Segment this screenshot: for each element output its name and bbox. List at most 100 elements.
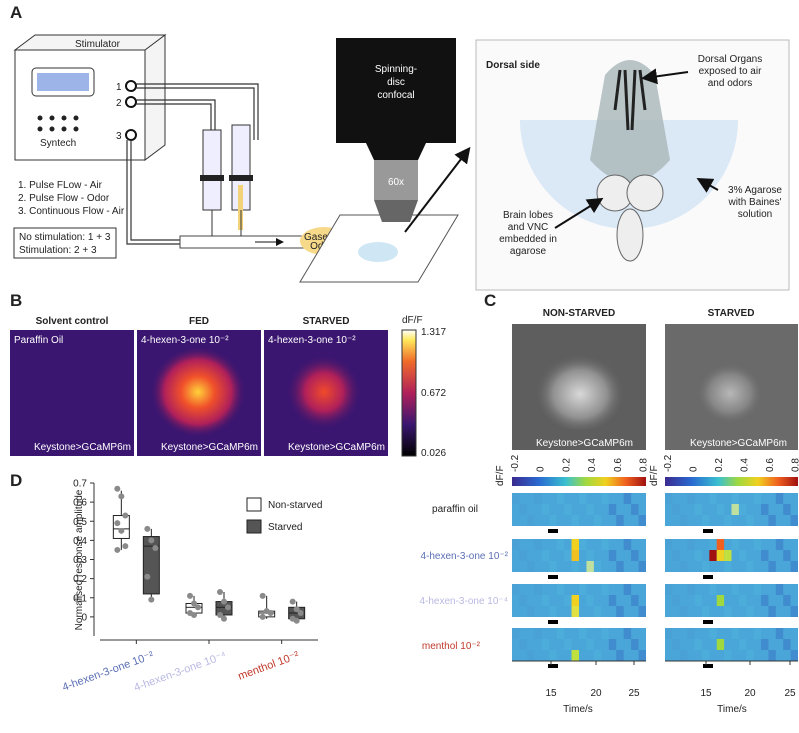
heatmap-cell [709,584,717,595]
data-point [221,598,227,605]
data-point [195,604,201,611]
heatmap-cell [687,628,695,639]
colorbar-tick: 0.672 [421,388,446,399]
panel-letter: D [10,471,22,490]
y-tick-label: 0 [81,612,87,623]
heatmap-cell [571,550,579,561]
heatmap-cell [534,493,542,504]
label: Syntech [40,138,76,149]
y-tick-label: 0.1 [73,593,87,604]
heatmap-cell [623,493,632,504]
stimulus-label: 4-hexen-3-one 10⁻² [141,335,229,346]
heatmap-cell [790,515,798,526]
y-tick-label: 0.7 [73,479,87,490]
data-point [114,546,121,553]
colorbar-tick: 0.026 [421,448,446,459]
heatmap-cell [564,639,572,650]
heatmap-cell [761,595,769,606]
heatmap-cell [768,515,776,526]
data-point [225,604,231,611]
flow-item: 2. Pulse Flow - Odor [18,193,110,204]
heatmap-cell [709,493,717,504]
heatmap-cell [701,650,710,661]
heatmap-cell [571,515,579,526]
heatmap-cell [687,493,695,504]
stimulus-bar [548,664,558,668]
heatmap-cell [571,561,579,572]
heatmap-cell [724,650,732,661]
label: disc [387,77,405,88]
heatmap-cell [526,561,535,572]
heatmap-cell [556,493,565,504]
heatmap-cell [753,493,762,504]
heatmap-cell [716,539,725,550]
colorbar-label: dF/F [402,315,423,326]
colorbar-tick: 0 [536,466,547,472]
heatmap-cell [672,504,680,515]
heatmap-cell [512,539,520,550]
stimulus-bar [703,529,713,533]
mode-item: No stimulation: 1 + 3 [19,232,111,243]
heatmap-cell [738,550,747,561]
image [10,330,134,456]
y-tick-label: 0.3 [73,555,87,566]
legend-swatch [246,497,262,512]
heatmap-cell [638,606,646,617]
heatmap-cell [753,628,762,639]
heatmap-cell [608,595,617,606]
heatmap-cell [549,650,557,661]
port-label: 1 [116,82,122,93]
heatmap-cell [608,504,617,515]
heatmap-cell [694,595,702,606]
zoom-arrow [404,146,471,233]
label: with Baines' [727,197,781,208]
heatmap-cell [512,628,520,639]
colorbar-tick: 0.6 [613,458,624,472]
x-tick-label: 15 [545,688,557,699]
stimulus-bar [548,529,558,533]
pointer [641,68,689,85]
objective [374,160,418,200]
colorbar-tick: 1.317 [421,327,446,338]
heatmap-cell [665,628,673,639]
heatmap-cell [709,550,717,561]
heatmap-cell [731,628,739,639]
heatmap-cell [631,639,639,650]
heatmap-cell [586,504,594,515]
data-point [187,592,193,599]
heatmap-cell [556,539,565,550]
heatmap-cell [593,515,602,526]
panel-c: C NON-STARVED STARVED Keystone>GCaMP6m K… [419,291,799,715]
label: and VNC [508,222,549,233]
heatmap-cell [579,628,587,639]
response-blob [535,350,625,430]
heatmap-cell [571,606,579,617]
heatmap-cell [738,639,747,650]
heatmap-cell [709,539,717,550]
heatmap-cell [571,595,579,606]
objective-top [366,143,426,160]
heatmap-cell [746,561,754,572]
heatmap-cell [679,650,688,661]
row-label: paraffin oil [432,504,478,515]
heatmap-cell [731,539,739,550]
heatmap-cell [716,550,725,561]
heatmap-cell [775,539,784,550]
heatmap-cell [623,584,632,595]
heatmap-cell [694,550,702,561]
heatmap-cell [775,628,784,639]
data-point [114,520,121,527]
heatmap-cell [790,650,798,661]
data-point [267,610,274,617]
heatmap-cell [687,584,695,595]
data-point [122,543,129,550]
heatmap-cell [519,639,527,650]
label: Stimulator [75,39,121,50]
heatmap-cell [775,493,784,504]
image-title: STARVED [708,308,755,319]
x-axis-label: Time/s [717,704,747,715]
colorbar-tick: 0.8 [791,458,799,472]
heatmap-cell [724,515,732,526]
heatmap-cell [549,561,557,572]
heatmap-cell [608,639,617,650]
